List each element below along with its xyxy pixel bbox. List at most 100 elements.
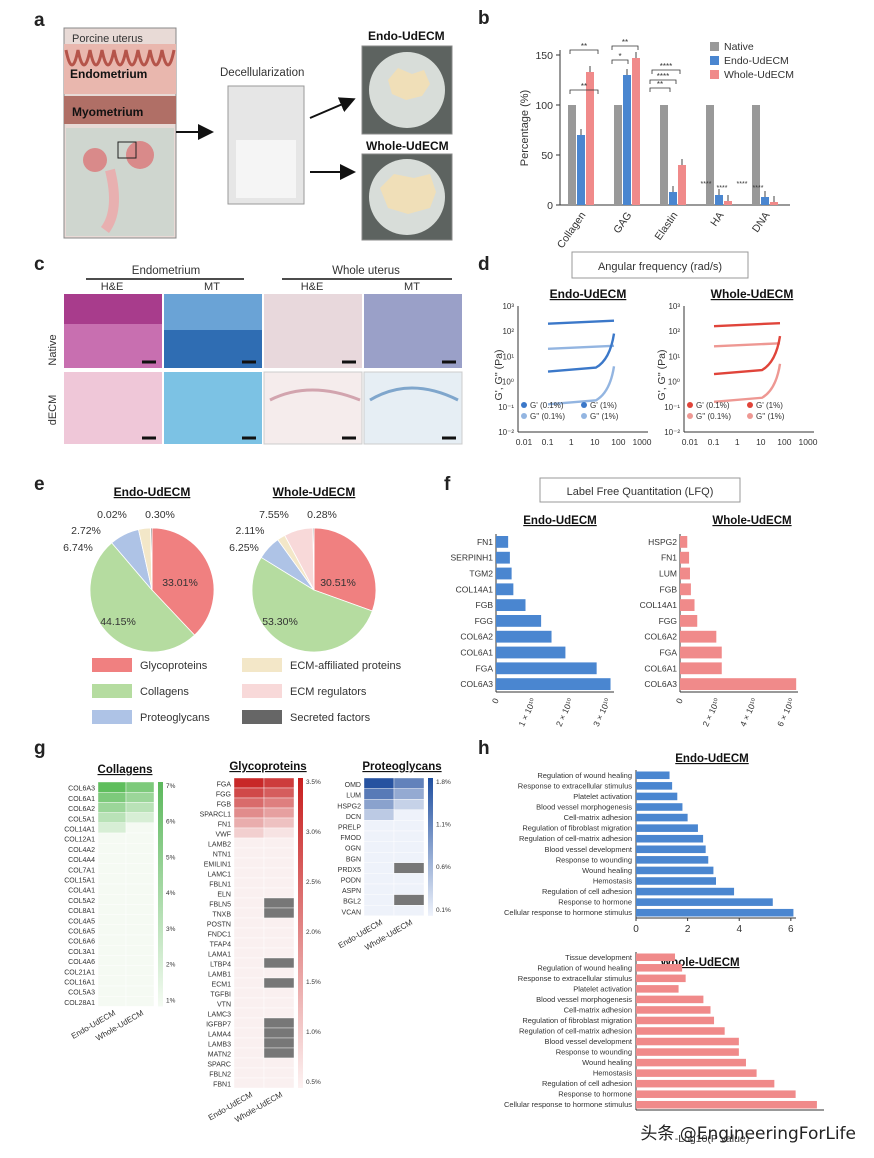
significance-bracket (569, 49, 599, 54)
color-scale-label: 0.6% (436, 864, 451, 871)
myometrium-layer (64, 96, 176, 124)
bar-endo-udecm (715, 195, 723, 205)
heatmap-row-label: FBLN2 (209, 1072, 231, 1079)
heatmap-cell (233, 987, 265, 999)
panel-g-heatmaps: Collagens Glycoproteins Proteoglycans CO… (64, 761, 451, 1124)
x-tick-label: 0.01 (516, 437, 533, 447)
significance-mark: **** (701, 181, 712, 188)
heatmap-cell (125, 934, 155, 946)
go-bar (636, 1006, 711, 1014)
go-xlabel: -Log10(P value) (675, 1133, 750, 1145)
bar-native (568, 105, 576, 205)
heatmap-cell (263, 777, 295, 789)
heatmap-row-label: COL8A1 (68, 908, 95, 915)
heatmap-proteo-title: Proteoglycans (362, 761, 441, 773)
y-axis-label: Percentage (%) (519, 90, 531, 166)
bar-whole-udecm (586, 72, 594, 205)
lfq-category-label: FGA (476, 663, 494, 673)
x-tick-label: 3 × 10¹⁰ (591, 696, 613, 728)
heatmap-row-label: ELN (217, 892, 231, 899)
heatmap-row-label: COL4A2 (68, 847, 95, 854)
significance-bracket (569, 89, 599, 94)
heatmap-row-label: LAMC3 (208, 1012, 231, 1019)
arrow (309, 97, 356, 119)
mt-whole-native-image (364, 294, 462, 368)
go-term-label: Cellular response to hormone stimulus (504, 1100, 632, 1109)
color-scale-bar (298, 778, 303, 1088)
pie-slice-secreted-factors (150, 527, 153, 591)
panel-label-e: e (34, 474, 45, 495)
heatmap-glyco-title: Glycoproteins (229, 761, 306, 773)
x-tick-label: 1 (569, 437, 574, 447)
lfq-bar (496, 551, 510, 564)
y-tick-label: 10³ (502, 302, 514, 311)
heatmap-cell (233, 777, 265, 789)
pie-whole-title: Whole-UdECM (273, 485, 356, 499)
heatmap-row-label: ASPN (342, 888, 361, 895)
legend-label: G' (0.1%) (530, 401, 564, 410)
pie-value-label: 2.72% (71, 525, 101, 537)
x-tick-label: HA (708, 210, 726, 229)
heatmap-cell (97, 822, 127, 834)
legend-swatch (92, 684, 132, 698)
y-tick-label: 10⁻¹ (498, 403, 514, 412)
heatmap-cell (233, 1007, 265, 1019)
heatmap-collagens-title: Collagens (98, 764, 153, 776)
legend-swatch (710, 70, 719, 79)
heatmap-row-label: MATN2 (208, 1052, 231, 1059)
heatmap-cell (233, 997, 265, 1009)
endometrium-label: Endometrium (70, 67, 147, 81)
color-scale-label: 6% (166, 819, 176, 826)
go-term-label: Response to extracellular stimulus (518, 974, 632, 983)
heatmap-cell (233, 897, 265, 909)
y-tick-label: 150 (535, 50, 553, 62)
go-bar (636, 782, 673, 790)
bar-endo-udecm (761, 197, 769, 205)
heatmap-cell (97, 965, 127, 976)
heatmap-cell (363, 820, 395, 832)
go-term-label: Blood vessel morphogenesis (536, 803, 632, 812)
heatmap-row-label: FNDC1 (208, 932, 231, 939)
go-term-label: Response to extracellular stimulus (518, 781, 632, 790)
x-tick-label: Elastin (653, 210, 681, 243)
lfq-bar (496, 662, 597, 675)
rheology-series-line (547, 366, 616, 406)
heatmap-cell (393, 820, 425, 832)
heatmap-cell (263, 977, 295, 989)
heatmap-cell (97, 883, 127, 895)
heatmap-cell (393, 777, 425, 789)
heatmap-row-label: COL6A5 (68, 929, 95, 936)
heatmap-row-label: COL5A3 (68, 990, 95, 997)
go-bar (636, 1079, 775, 1088)
pie-value-label: 30.51% (320, 577, 356, 589)
go-term-label: Regulation of wound healing (537, 771, 632, 780)
go-bar (636, 964, 683, 972)
heatmap-row-label: COL4A4 (68, 857, 95, 864)
x-tick-label: 2 × 10¹⁰ (700, 696, 722, 728)
lfq-category-label: COL14A1 (640, 600, 678, 610)
color-scale-label: 2% (166, 962, 176, 969)
tissue-shape (100, 168, 119, 233)
heatmap-cell (125, 792, 155, 803)
heatmap-cell (393, 852, 425, 864)
color-scale-bar (428, 778, 433, 916)
heatmap-cell (97, 934, 127, 946)
panel-e-pies: Endo-UdECM Whole-UdECM 33.01% 44.15% 6.74%… (63, 485, 377, 653)
color-scale-label: 0.1% (436, 907, 451, 914)
x-tick-label: 4 (736, 924, 742, 935)
heatmap-cell (125, 965, 155, 976)
heatmap-cell (233, 1047, 265, 1059)
bar-native (614, 105, 622, 205)
go-bar (636, 877, 716, 885)
heatmap-cell (263, 1067, 295, 1079)
heatmap-row-label: COL6A6 (68, 939, 95, 946)
tissue-shape (126, 141, 154, 169)
color-scale-label: 2.0% (306, 929, 321, 936)
heatmap-cell (233, 797, 265, 809)
heatmap-cell (125, 873, 155, 885)
y-tick-label: 0 (547, 200, 553, 212)
go-endo-title: Endo-UdECM (675, 753, 748, 765)
lfq-bar (680, 630, 717, 643)
pie-slice-collagens (251, 556, 373, 653)
heatmap-cell (393, 841, 425, 853)
